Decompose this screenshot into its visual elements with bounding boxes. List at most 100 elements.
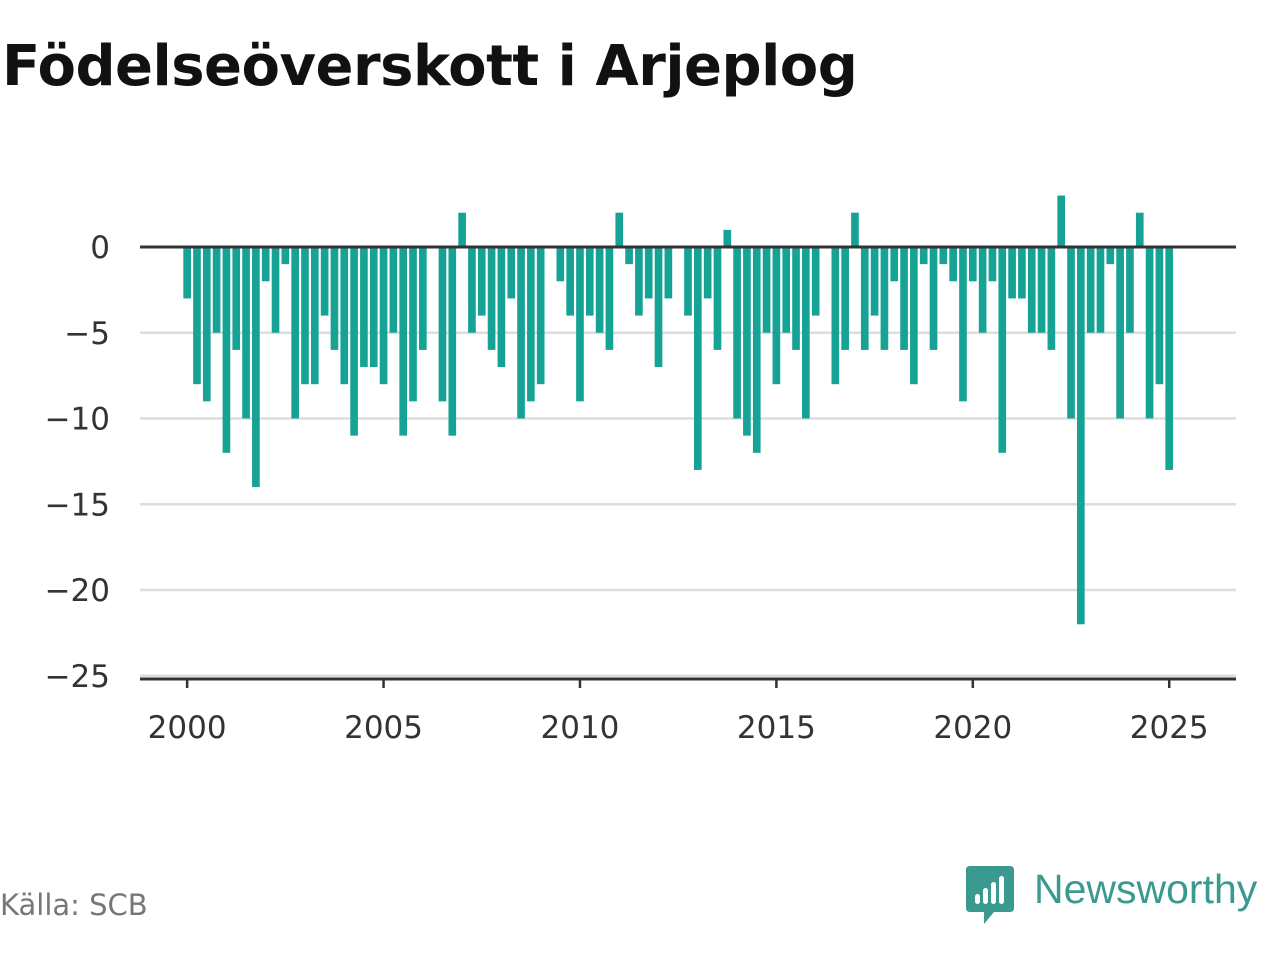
bar <box>448 247 457 436</box>
bar <box>988 247 997 282</box>
bar <box>330 247 339 350</box>
bar <box>438 247 447 402</box>
bar <box>497 247 506 368</box>
bar <box>310 247 319 385</box>
axes <box>140 245 1236 688</box>
bar <box>978 247 987 333</box>
x-tick-label: 2025 <box>1130 710 1209 746</box>
bar <box>802 247 810 419</box>
bar <box>340 247 349 385</box>
x-tick-label: 2000 <box>148 710 227 746</box>
bar <box>536 247 545 385</box>
bar <box>1165 247 1174 470</box>
bar <box>301 247 309 385</box>
bar <box>939 247 948 265</box>
bar <box>193 247 201 385</box>
bar <box>261 247 270 282</box>
bar <box>468 247 476 333</box>
x-tick-label: 2015 <box>737 710 816 746</box>
bar <box>949 247 957 282</box>
bar <box>782 247 791 333</box>
bar <box>654 247 663 368</box>
bar <box>202 247 211 402</box>
x-tick-label: 2005 <box>344 710 423 746</box>
bar <box>762 247 771 333</box>
source-label: Källa: SCB <box>0 888 148 922</box>
bar <box>1106 247 1115 265</box>
bar <box>605 247 614 350</box>
bar <box>1018 247 1026 299</box>
bar <box>419 247 427 350</box>
bar <box>1096 247 1105 333</box>
bar <box>350 247 358 436</box>
bar <box>183 247 191 299</box>
bar <box>625 247 633 265</box>
bar <box>1077 247 1085 625</box>
bar <box>870 247 879 316</box>
bar <box>1057 195 1066 247</box>
bar <box>1037 247 1046 333</box>
bar <box>242 247 250 419</box>
bar <box>900 247 908 350</box>
bar <box>1086 247 1095 333</box>
bar <box>477 247 486 316</box>
bar <box>703 247 712 299</box>
x-tick-label: 2010 <box>541 710 620 746</box>
bar <box>232 247 241 350</box>
bar <box>968 247 977 282</box>
bar <box>841 247 849 350</box>
bar <box>919 247 928 265</box>
brand-logo[interactable]: Newsworthy <box>964 864 1257 928</box>
bar <box>772 247 781 385</box>
bar <box>369 247 378 368</box>
bar <box>1008 247 1016 299</box>
bar <box>615 212 624 247</box>
bar <box>222 247 231 453</box>
bar <box>389 247 398 333</box>
bar <box>635 247 643 316</box>
bar <box>212 247 221 333</box>
bar <box>458 212 466 247</box>
bar <box>556 247 565 282</box>
bar <box>1116 247 1124 419</box>
bar <box>379 247 388 385</box>
bar <box>1135 212 1144 247</box>
bar <box>811 247 820 316</box>
bar <box>1155 247 1164 385</box>
bar <box>1047 247 1056 350</box>
bar <box>517 247 525 419</box>
bar <box>281 247 290 265</box>
bar <box>831 247 840 385</box>
bar <box>585 247 594 316</box>
bar <box>929 247 938 350</box>
bar <box>360 247 368 368</box>
bars <box>183 195 1174 625</box>
bar <box>664 247 673 299</box>
bar <box>733 247 741 419</box>
bar <box>595 247 604 333</box>
bar <box>713 247 722 350</box>
bar <box>291 247 299 419</box>
bar <box>1067 247 1075 419</box>
bar <box>252 247 260 488</box>
bar <box>527 247 535 402</box>
bar <box>320 247 329 316</box>
bar <box>693 247 702 470</box>
bar <box>1126 247 1134 333</box>
bar <box>644 247 653 299</box>
brand-name: Newsworthy <box>1034 866 1258 912</box>
bar <box>752 247 761 453</box>
newsworthy-logo-icon <box>966 866 1014 924</box>
y-tick-label: −20 <box>45 573 110 609</box>
y-tick-label: −5 <box>64 316 110 352</box>
bar <box>684 247 692 316</box>
tick-labels: 0 −5 −10 −15 −20 −25 2000 2005 2010 2015 2020 2025 <box>45 230 1209 746</box>
y-tick-label: −15 <box>45 487 110 523</box>
bar <box>851 212 859 247</box>
bar <box>998 247 1007 453</box>
y-tick-label: 0 <box>90 230 110 266</box>
x-tick-label: 2020 <box>933 710 1012 746</box>
bar <box>271 247 280 333</box>
bar <box>1145 247 1154 419</box>
bar <box>959 247 967 402</box>
